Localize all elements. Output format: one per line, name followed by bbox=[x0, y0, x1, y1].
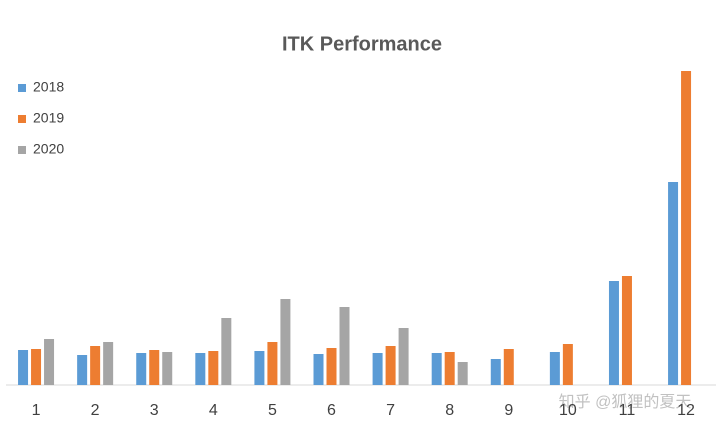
bar bbox=[103, 342, 114, 385]
x-tick-label: 1 bbox=[32, 402, 41, 419]
x-tick-label: 2 bbox=[91, 402, 100, 419]
x-tick-label: 5 bbox=[268, 402, 277, 419]
bar bbox=[385, 346, 396, 385]
bar bbox=[372, 353, 383, 385]
x-tick-label: 6 bbox=[327, 402, 336, 419]
bar bbox=[254, 351, 265, 385]
bar bbox=[668, 182, 679, 385]
legend-label: 2020 bbox=[33, 141, 64, 157]
bar bbox=[18, 350, 29, 385]
x-tick-label: 9 bbox=[504, 402, 513, 419]
x-tick-label: 7 bbox=[386, 402, 395, 419]
bar bbox=[681, 71, 692, 385]
bar bbox=[326, 348, 337, 385]
bar bbox=[444, 352, 455, 385]
bar bbox=[31, 349, 42, 385]
bar bbox=[77, 355, 88, 385]
bar bbox=[608, 281, 619, 385]
legend-swatch bbox=[18, 84, 26, 92]
bar bbox=[490, 359, 501, 385]
legend-label: 2019 bbox=[33, 110, 64, 126]
bar bbox=[398, 328, 409, 385]
bar bbox=[562, 344, 573, 385]
bar bbox=[90, 346, 101, 385]
chart-title: ITK Performance bbox=[282, 33, 442, 55]
bar bbox=[267, 342, 278, 385]
bar bbox=[621, 276, 632, 385]
watermark: 知乎 @狐狸的夏天 bbox=[559, 393, 692, 411]
bar bbox=[208, 351, 219, 385]
bar bbox=[503, 349, 514, 385]
bar bbox=[221, 318, 232, 385]
x-tick-label: 4 bbox=[209, 402, 218, 419]
bar bbox=[136, 353, 147, 385]
bar bbox=[149, 350, 160, 385]
bar bbox=[339, 307, 350, 385]
bar bbox=[195, 353, 206, 385]
bar bbox=[162, 352, 173, 385]
bar bbox=[549, 352, 560, 385]
x-tick-label: 8 bbox=[445, 402, 454, 419]
legend-label: 2018 bbox=[33, 79, 64, 95]
x-tick-label: 10 bbox=[559, 402, 577, 419]
x-tick-label: 3 bbox=[150, 402, 159, 419]
bar bbox=[280, 299, 291, 385]
legend-swatch bbox=[18, 146, 26, 154]
bar bbox=[431, 353, 442, 385]
bar bbox=[457, 362, 468, 385]
x-tick-label: 11 bbox=[619, 402, 636, 419]
legend-swatch bbox=[18, 115, 26, 123]
x-tick-label: 12 bbox=[677, 402, 695, 419]
bar bbox=[313, 354, 324, 385]
bar bbox=[44, 339, 55, 385]
